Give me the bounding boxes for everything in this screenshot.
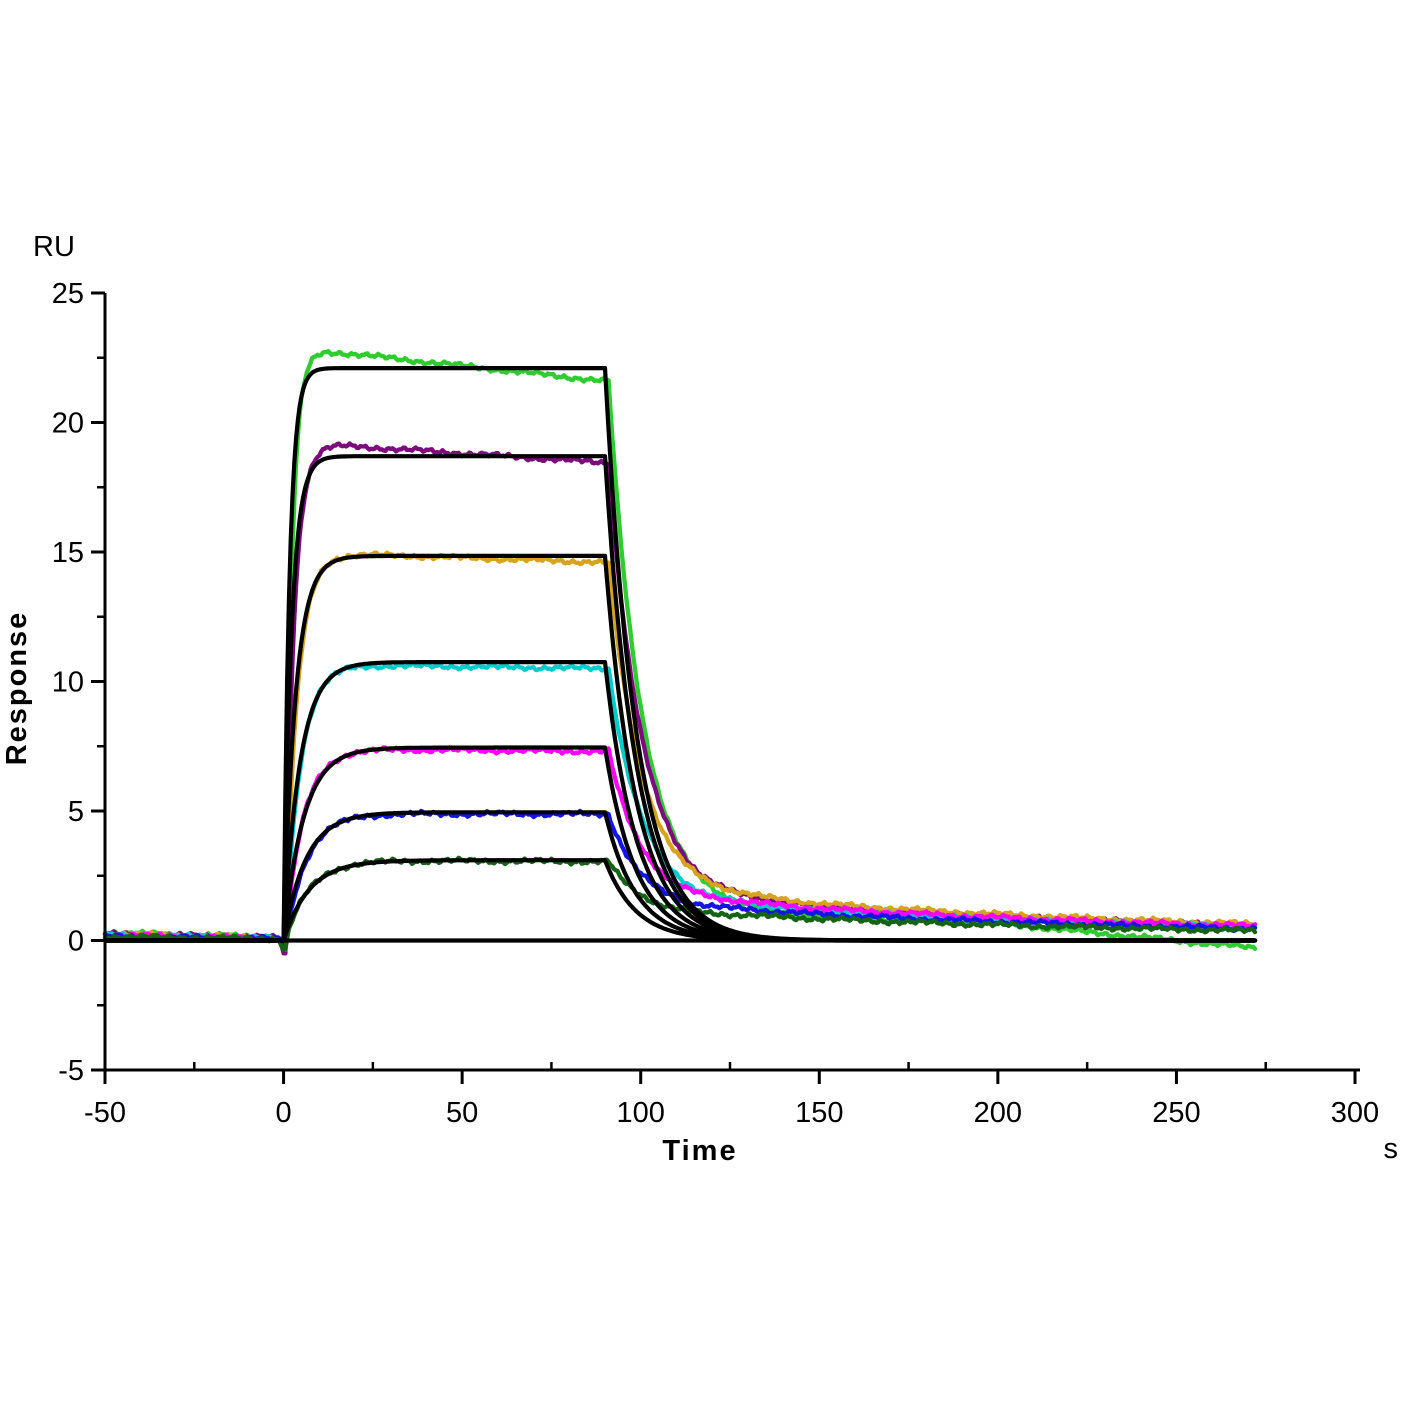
fit-curves bbox=[102, 366, 1258, 943]
x-tick-label-50: 50 bbox=[446, 1097, 478, 1129]
x-axis-tick-labels: -50 0 50 100 150 200 250 300 bbox=[84, 1097, 1379, 1129]
x-tick-label--50: -50 bbox=[84, 1097, 126, 1129]
x-axis-ticks bbox=[103, 1062, 1357, 1084]
y-axis-title: Response bbox=[1, 611, 33, 766]
y-tick-label-15: 15 bbox=[52, 537, 84, 569]
y-axis-ticks bbox=[91, 291, 105, 1072]
sensorgram-purple-fit-curve bbox=[102, 454, 1258, 943]
x-axis: -50 0 50 100 150 200 250 300 bbox=[84, 1062, 1379, 1129]
y-axis-tick-labels: -5 0 5 10 15 20 25 bbox=[52, 278, 84, 1087]
y-tick-label--5: -5 bbox=[58, 1055, 84, 1087]
x-tick-label-100: 100 bbox=[617, 1097, 665, 1129]
x-tick-label-0: 0 bbox=[276, 1097, 292, 1129]
y-unit-label: RU bbox=[33, 231, 75, 263]
sensorgram-gold-fit-curve bbox=[102, 553, 1258, 943]
x-tick-label-150: 150 bbox=[795, 1097, 843, 1129]
y-tick-label-20: 20 bbox=[52, 408, 84, 440]
data-curves bbox=[102, 349, 1258, 956]
y-axis: -5 0 5 10 15 20 25 bbox=[52, 278, 107, 1087]
y-tick-label-5: 5 bbox=[68, 796, 84, 828]
sensorgram-green-data-curve bbox=[102, 349, 1258, 954]
x-axis-title: Time bbox=[662, 1135, 737, 1167]
x-tick-label-300: 300 bbox=[1331, 1097, 1379, 1129]
y-tick-label-10: 10 bbox=[52, 667, 84, 699]
x-tick-label-250: 250 bbox=[1152, 1097, 1200, 1129]
y-tick-label-0: 0 bbox=[68, 926, 84, 958]
y-tick-label-25: 25 bbox=[52, 278, 84, 310]
x-tick-label-200: 200 bbox=[974, 1097, 1022, 1129]
x-unit-label: s bbox=[1384, 1133, 1399, 1165]
